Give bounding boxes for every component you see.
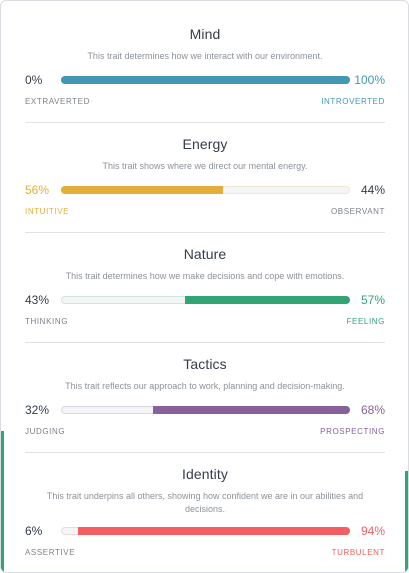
trait-bar-row: 0% 100%	[25, 73, 385, 87]
trait-nature[interactable]: Nature This trait determines how we make…	[25, 235, 385, 343]
left-pole-label: JUDGING	[25, 427, 66, 436]
trait-pole-labels: INTUITIVE OBSERVANT	[25, 207, 385, 219]
right-percentage: 44%	[360, 183, 385, 197]
right-percentage: 68%	[360, 403, 385, 417]
trait-description: This trait underpins all others, showing…	[46, 491, 364, 514]
trait-title: Nature	[183, 246, 227, 262]
left-percentage: 43%	[25, 293, 50, 307]
left-percentage: 32%	[25, 403, 50, 417]
right-percentage: 57%	[360, 293, 385, 307]
trait-bar-row: 43% 57%	[25, 293, 385, 307]
right-pole-label: TURBULENT	[331, 548, 385, 557]
trait-list: Mind This trait determines how we intera…	[25, 15, 385, 572]
left-percentage: 56%	[25, 183, 50, 197]
trait-pole-labels: EXTRAVERTED INTROVERTED	[25, 97, 385, 109]
trait-tactics[interactable]: Tactics This trait reflects our approach…	[25, 345, 385, 453]
trait-bar-row: 6% 94%	[25, 524, 385, 538]
right-percentage: 94%	[360, 524, 385, 538]
trait-bar-row: 32% 68%	[25, 403, 385, 417]
trait-mind[interactable]: Mind This trait determines how we intera…	[25, 15, 385, 123]
right-pole-label: OBSERVANT	[330, 207, 385, 216]
accent-strip-right	[405, 471, 408, 572]
trait-pole-labels: ASSERTIVE TURBULENT	[25, 548, 385, 560]
trait-description: This trait determines how we interact wi…	[87, 51, 323, 61]
trait-bar-track	[61, 527, 350, 535]
trait-pole-labels: THINKING FEELING	[25, 317, 385, 329]
trait-title: Mind	[189, 26, 221, 42]
right-pole-label: FEELING	[346, 317, 385, 326]
trait-energy[interactable]: Energy This trait shows where we direct …	[25, 125, 385, 233]
right-percentage: 100%	[354, 73, 385, 87]
trait-description: This trait shows where we direct our men…	[102, 161, 308, 171]
trait-bar-fill	[185, 296, 350, 304]
left-percentage: 0%	[25, 73, 43, 87]
accent-strip-left	[1, 431, 4, 572]
trait-bar-row: 56% 44%	[25, 183, 385, 197]
trait-bar-track	[61, 406, 350, 414]
trait-identity[interactable]: Identity This trait underpins all others…	[25, 455, 385, 572]
trait-description: This trait determines how we make decisi…	[65, 271, 345, 281]
left-pole-label: EXTRAVERTED	[25, 97, 90, 106]
trait-title: Identity	[182, 466, 228, 482]
trait-description: This trait reflects our approach to work…	[65, 381, 345, 391]
trait-bar-fill	[61, 76, 350, 84]
left-percentage: 6%	[25, 524, 43, 538]
trait-bar-track	[61, 296, 350, 304]
left-pole-label: ASSERTIVE	[25, 548, 76, 557]
trait-bar-track	[61, 186, 350, 194]
trait-pole-labels: JUDGING PROSPECTING	[25, 427, 385, 439]
right-pole-label: INTROVERTED	[321, 97, 385, 106]
trait-bar-fill	[61, 186, 223, 194]
left-pole-label: THINKING	[25, 317, 69, 326]
right-pole-label: PROSPECTING	[320, 427, 385, 436]
left-pole-label: INTUITIVE	[25, 207, 70, 216]
trait-title: Tactics	[183, 356, 227, 372]
trait-bar-fill	[153, 406, 350, 414]
trait-bar-track	[61, 76, 350, 84]
trait-title: Energy	[182, 136, 228, 152]
trait-bar-fill	[78, 527, 350, 535]
